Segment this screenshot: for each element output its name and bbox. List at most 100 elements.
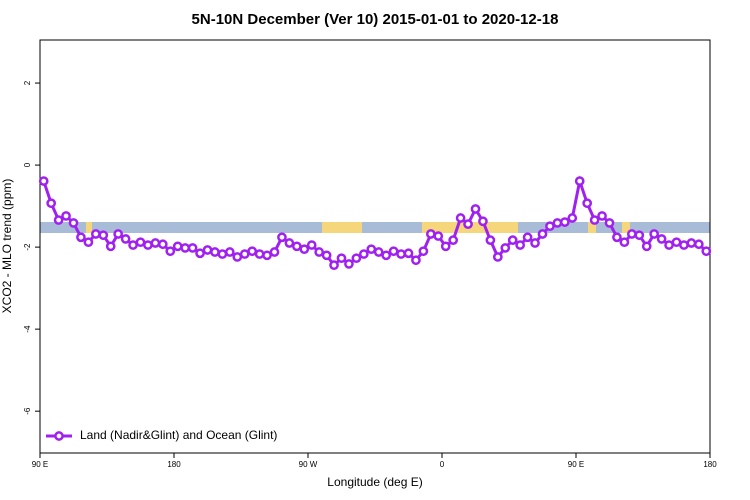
data-point [157, 239, 168, 250]
data-point [396, 249, 406, 259]
x-tick-label: 90 W [299, 460, 318, 469]
data-point [247, 246, 258, 257]
data-point [314, 247, 325, 257]
data-point [597, 211, 607, 221]
data-point [455, 213, 466, 223]
data-point [619, 237, 630, 248]
data-point [291, 241, 302, 252]
data-point [150, 238, 161, 248]
data-point [500, 243, 511, 253]
data-point [321, 250, 332, 261]
data-point [381, 250, 392, 261]
land-patch [86, 222, 92, 233]
x-tick-label: 180 [167, 460, 181, 469]
y-tick-label: 0 [23, 162, 32, 167]
y-tick-label: 2 [23, 80, 32, 85]
y-tick-label: -4 [23, 325, 32, 333]
data-point [76, 232, 86, 243]
x-axis-label: Longitude (deg E) [327, 475, 422, 489]
data-point [306, 240, 317, 250]
data-point [224, 247, 235, 257]
data-point [61, 211, 71, 221]
data-point [656, 234, 667, 244]
data-point [463, 219, 473, 229]
data-point [105, 241, 116, 252]
data-point [68, 218, 79, 228]
data-point [262, 250, 272, 261]
ocean-strip [40, 222, 710, 233]
data-point [254, 249, 265, 259]
data-point [530, 238, 540, 248]
data-point [98, 230, 109, 241]
data-point [83, 237, 94, 248]
data-point [574, 176, 585, 186]
data-point [567, 213, 578, 223]
y-axis-label: XCO2 - MLO trend (ppm) [0, 179, 14, 314]
data-point [172, 241, 183, 252]
data-point [187, 243, 198, 253]
data-point [589, 215, 600, 225]
data-point [358, 249, 369, 259]
data-point [180, 243, 191, 253]
data-point [582, 198, 593, 209]
data-point [210, 247, 220, 257]
data-point [135, 237, 146, 248]
data-point [552, 218, 563, 228]
data-point [485, 235, 496, 245]
data-point [366, 244, 377, 255]
data-point [202, 245, 213, 255]
data-point [351, 253, 362, 264]
data-point [433, 231, 444, 241]
data-point [46, 198, 57, 209]
data-point [217, 249, 228, 259]
data-point [686, 238, 697, 248]
land-patch [322, 222, 362, 233]
data-point [165, 246, 176, 257]
data-point [299, 244, 310, 255]
data-point [522, 232, 533, 243]
data-point [195, 248, 205, 259]
data-point [277, 232, 287, 243]
data-point [336, 253, 347, 264]
x-tick-label: 180 [703, 460, 717, 469]
data-point [559, 217, 570, 227]
data-point [388, 246, 399, 257]
data-point [507, 235, 518, 245]
plot-frame [39, 39, 711, 454]
data-point [693, 239, 704, 250]
y-tick-label: -6 [23, 407, 32, 415]
data-point [641, 241, 652, 252]
data-point [143, 240, 153, 250]
data-point [418, 246, 429, 257]
data-point [239, 249, 250, 259]
data-point [53, 215, 64, 225]
data-point [604, 218, 615, 228]
x-tick-label: 90 E [568, 460, 584, 469]
data-point [425, 229, 436, 239]
data-point [373, 247, 384, 257]
data-point [411, 255, 421, 266]
data-point [470, 204, 481, 214]
data-point [38, 176, 49, 186]
land-patch [622, 222, 630, 233]
data-point [537, 229, 548, 239]
data-point [128, 240, 138, 250]
land-patch [588, 222, 596, 233]
data-point [284, 238, 295, 248]
data-point [649, 229, 660, 239]
data-point [478, 216, 488, 227]
data-point [634, 230, 645, 241]
x-tick-label: 0 [440, 460, 445, 469]
legend-label: Land (Nadir&Glint) and Ocean (Glint) [80, 428, 277, 442]
data-point [492, 252, 503, 262]
data-point [626, 229, 637, 239]
data-point [679, 240, 689, 250]
data-point [440, 241, 451, 252]
y-tick-label: -2 [23, 243, 32, 251]
data-point [329, 260, 339, 271]
data-point [120, 234, 131, 244]
x-tick-label: 90 E [32, 460, 48, 469]
data-point [232, 252, 243, 262]
